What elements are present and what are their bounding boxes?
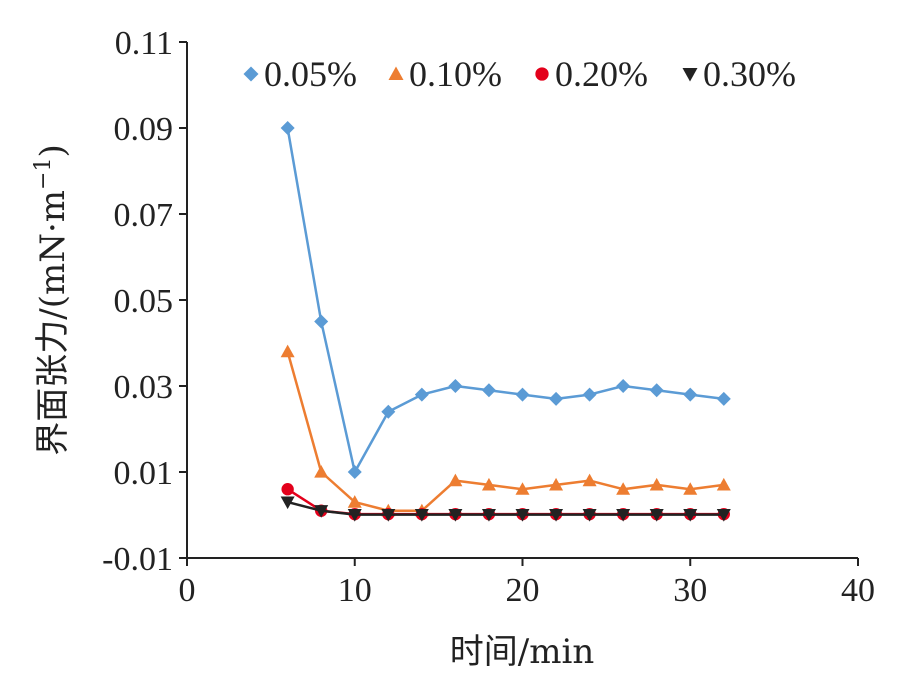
data-point [616,379,631,393]
series-0-05--group [280,121,731,479]
legend-label: 0.05% [264,54,357,94]
data-point [616,482,631,495]
data-point [314,505,329,518]
plot-area [280,121,731,522]
y-axis-title-main: 界面张力/(mN·m [33,190,73,456]
data-point [280,344,295,358]
data-point [347,508,362,522]
data-point [549,477,564,491]
x-tick-label: 30 [673,572,707,609]
data-point [683,508,698,522]
data-point [347,465,362,479]
data-point [448,379,463,393]
data-point [582,473,597,487]
axes [186,42,858,559]
series-line [287,500,724,516]
data-point [448,473,463,487]
data-point [381,404,396,419]
legend-marker [535,67,549,81]
x-tick-label: 20 [506,572,540,609]
tick-marks [179,41,859,566]
tick-labels: 0.11 0.09 0.07 0.05 0.03 0.01 -0.010 10 20 30 40 [102,25,875,609]
data-point [448,508,463,522]
y-tick-label: 0.01 [114,455,174,492]
data-point [515,482,530,495]
data-point [716,477,731,491]
series-0-10--group [280,344,731,517]
data-point [582,387,597,402]
y-tick-label: -0.01 [102,541,173,578]
series-line [286,127,724,474]
y-tick-label: 0.07 [114,197,174,234]
data-point [515,508,530,522]
data-point [314,314,329,329]
data-point [381,508,396,522]
data-point [582,508,597,522]
data-point [280,496,295,510]
x-tick-label: 10 [338,572,372,609]
legend-label: 0.30% [703,54,796,94]
data-point [414,508,429,522]
data-point [280,121,295,135]
data-point [649,477,664,491]
data-point [716,508,731,522]
data-point [515,387,530,402]
x-axis-title: 时间/min [450,632,594,672]
series-line [286,351,724,512]
data-point [616,508,631,522]
data-point [683,387,698,402]
legend-marker [388,66,404,80]
data-point [414,387,429,402]
y-axis-title-close: ) [33,144,73,157]
y-tick-label: 0.09 [114,111,174,148]
data-point [314,465,329,478]
series-0-30--group [280,496,731,522]
data-point [649,508,664,522]
y-tick-label: 0.11 [115,25,173,62]
legend-marker [682,68,698,82]
data-point [649,383,664,398]
y-tick-label: 0.03 [114,369,174,406]
legend-marker [243,66,259,82]
data-point [347,495,362,508]
legend-label: 0.20% [555,54,648,94]
y-axis-title-superscript: −1 [31,158,56,190]
x-tick-label: 40 [841,572,875,609]
y-axis-title: 界面张力/(mN·m−1) [31,144,73,455]
data-point [281,483,294,496]
y-tick-label: 0.05 [114,283,174,320]
data-point [549,508,564,522]
legend-label: 0.10% [409,54,502,94]
data-point [683,482,698,495]
data-point [549,391,564,406]
data-point [481,477,496,491]
x-tick-label: 0 [179,572,196,609]
data-point [716,391,731,406]
legend: 0.05% 0.10% 0.20% 0.30% [243,54,796,94]
data-point [481,383,496,398]
data-point [481,508,496,522]
